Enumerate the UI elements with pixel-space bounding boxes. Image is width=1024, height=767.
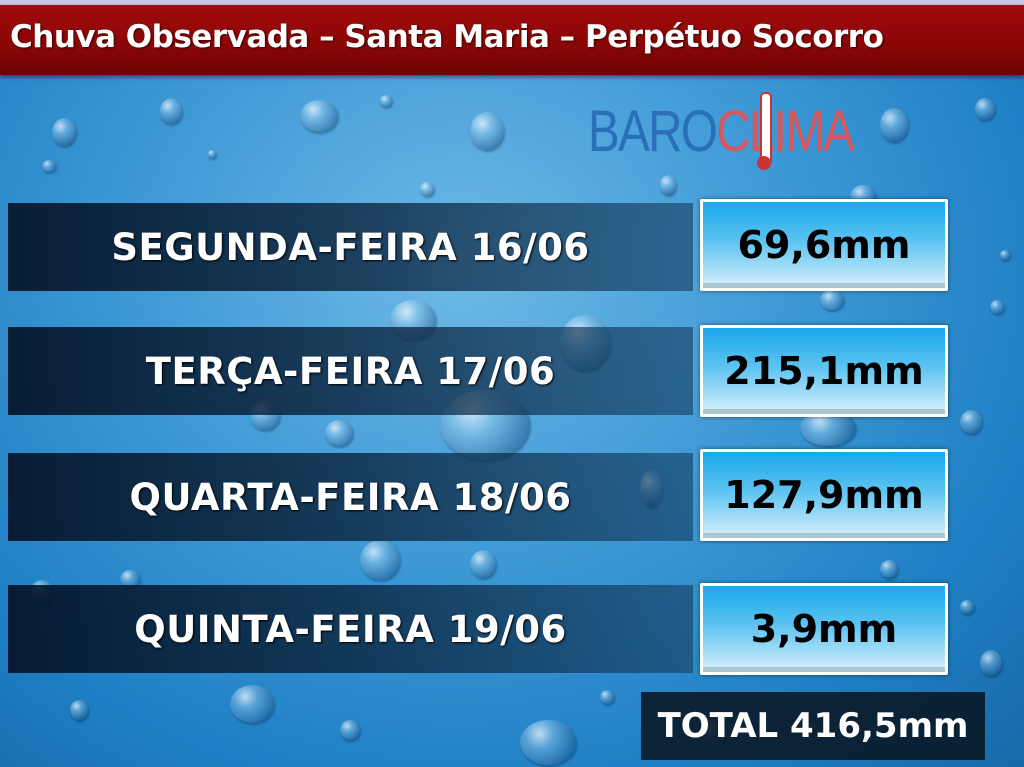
logo-baro: BARO: [588, 99, 718, 164]
raindrop: [600, 690, 614, 704]
raindrop: [360, 540, 400, 580]
raindrop: [120, 570, 140, 588]
raindrop: [520, 720, 576, 765]
raindrop: [300, 100, 338, 132]
raindrop: [660, 175, 676, 195]
top-strip: [0, 0, 1024, 6]
raindrop: [380, 95, 392, 107]
raindrop: [42, 160, 56, 172]
raindrop: [960, 600, 974, 614]
rain-value: 3,9mm: [700, 583, 948, 675]
raindrop: [325, 420, 353, 446]
day-row: QUINTA-FEIRA 19/06: [8, 585, 693, 673]
raindrop: [880, 108, 908, 142]
day-row: QUARTA-FEIRA 18/06: [8, 453, 693, 541]
raindrop: [470, 550, 496, 578]
header-bar: Chuva Observada – Santa Maria – Perpétuo…: [0, 5, 1024, 75]
raindrop: [470, 112, 504, 150]
raindrop: [820, 290, 844, 310]
raindrop: [990, 300, 1004, 314]
page-title: Chuva Observada – Santa Maria – Perpétuo…: [10, 19, 884, 55]
thermometer-bulb-icon: [757, 156, 771, 170]
raindrop: [70, 700, 88, 720]
day-row: SEGUNDA-FEIRA 16/06: [8, 203, 693, 291]
logo-clima: CLIMA: [716, 99, 855, 164]
raindrop: [960, 410, 982, 434]
raindrop: [975, 98, 995, 120]
raindrop: [1000, 250, 1010, 260]
rain-value: 215,1mm: [700, 325, 948, 417]
total-box: TOTAL 416,5mm: [641, 692, 985, 760]
raindrop: [980, 650, 1002, 676]
raindrop: [160, 98, 182, 124]
rain-value: 127,9mm: [700, 449, 948, 541]
day-label: SEGUNDA-FEIRA 16/06: [111, 225, 590, 269]
raindrop: [340, 720, 360, 740]
raindrop: [208, 150, 216, 158]
raindrop: [420, 182, 434, 196]
day-label: QUARTA-FEIRA 18/06: [129, 475, 572, 519]
raindrop: [230, 685, 274, 723]
raindrop: [52, 118, 76, 146]
day-label: QUINTA-FEIRA 19/06: [134, 607, 567, 651]
day-row: TERÇA-FEIRA 17/06: [8, 327, 693, 415]
thermometer-icon: [760, 92, 772, 166]
rain-value: 69,6mm: [700, 199, 948, 291]
raindrop: [880, 560, 898, 578]
day-label: TERÇA-FEIRA 17/06: [145, 349, 556, 393]
